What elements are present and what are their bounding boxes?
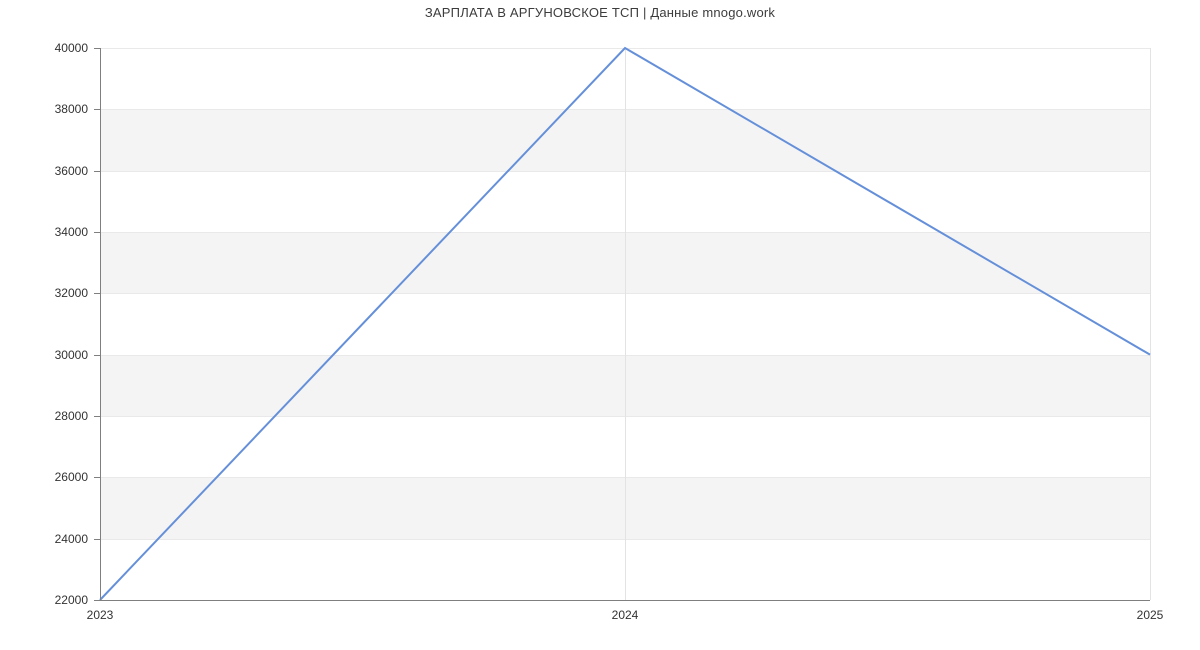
y-tick-label: 28000 xyxy=(54,409,88,423)
vertical-gridline xyxy=(625,48,626,600)
y-tick-label: 36000 xyxy=(54,164,88,178)
x-axis-line xyxy=(100,600,1150,601)
y-tick-label: 38000 xyxy=(54,102,88,116)
chart-title: ЗАРПЛАТА В АРГУНОВСКОЕ ТСП | Данные mnog… xyxy=(424,5,776,20)
y-axis-tick xyxy=(94,109,100,110)
y-axis-tick xyxy=(94,416,100,417)
y-tick-label: 40000 xyxy=(54,41,88,55)
salary-line xyxy=(99,46,1151,601)
x-tick-label: 2025 xyxy=(1136,608,1164,622)
y-axis-tick xyxy=(94,355,100,356)
y-axis-line xyxy=(100,48,101,601)
y-tick-label: 24000 xyxy=(54,532,88,546)
plot-area xyxy=(99,46,1151,601)
y-axis-tick xyxy=(94,477,100,478)
y-axis-tick xyxy=(94,232,100,233)
y-axis-labels: 22000 24000 26000 28000 30000 32000 34000 36000… xyxy=(0,0,88,650)
y-tick-label: 32000 xyxy=(54,286,88,300)
y-tick-label: 26000 xyxy=(54,470,88,484)
y-axis-tick xyxy=(94,48,100,49)
x-axis-labels: 2023 2024 2025 xyxy=(0,608,1200,628)
salary-line-series xyxy=(99,46,1151,601)
y-tick-label: 22000 xyxy=(54,593,88,607)
vertical-gridline xyxy=(1150,48,1151,600)
x-tick-label: 2023 xyxy=(86,608,114,622)
y-axis-tick xyxy=(94,539,100,540)
y-axis-tick xyxy=(94,293,100,294)
y-axis-tick xyxy=(94,171,100,172)
y-tick-label: 30000 xyxy=(54,348,88,362)
y-tick-label: 34000 xyxy=(54,225,88,239)
y-axis-tick xyxy=(94,600,100,601)
x-tick-label: 2024 xyxy=(611,608,639,622)
